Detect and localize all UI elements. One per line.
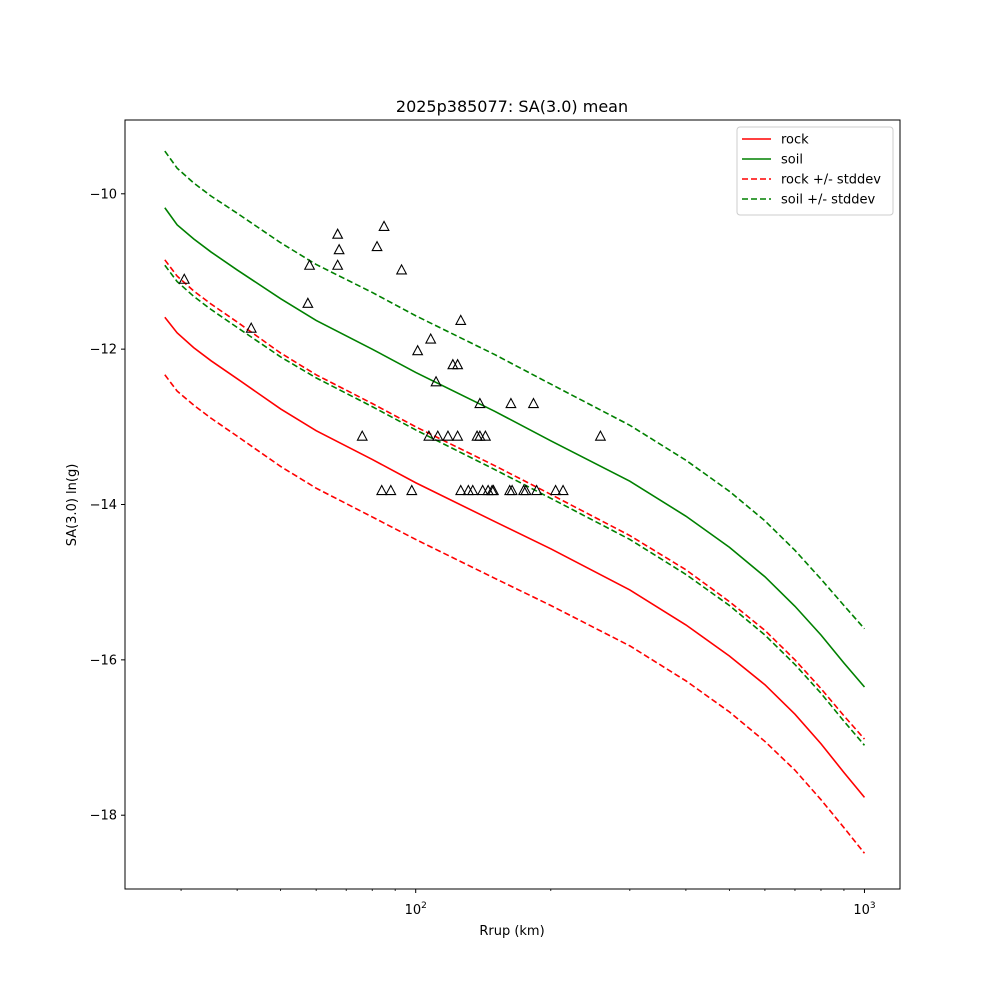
x-axis-label: Rrup (km) xyxy=(479,924,544,939)
observation-marker xyxy=(385,484,397,496)
observation-marker xyxy=(442,429,454,441)
y-axis-label: SA(3.0) ln(g) xyxy=(65,464,80,547)
observation-marker xyxy=(505,397,517,409)
y-tick-label: −10 xyxy=(90,187,117,202)
observation-marker xyxy=(406,484,418,496)
series-line-2 xyxy=(164,259,866,740)
series-line-0 xyxy=(164,316,866,798)
observation-marker xyxy=(594,429,607,441)
observation-marker xyxy=(378,220,390,231)
observation-markers xyxy=(178,220,607,496)
observation-marker xyxy=(474,397,486,409)
observation-marker xyxy=(487,484,500,496)
observation-marker xyxy=(331,259,344,270)
series-line-4 xyxy=(164,150,866,630)
observation-marker xyxy=(474,429,486,441)
x-axis-ticks: 102 103 xyxy=(180,889,876,918)
observation-marker xyxy=(423,429,435,441)
y-tick-label: −16 xyxy=(90,653,117,668)
series-line-1 xyxy=(164,207,866,688)
observation-marker xyxy=(467,484,479,496)
y-axis-ticks: −10 −12 −14 −16 −18 xyxy=(90,187,125,824)
observation-marker xyxy=(331,228,344,239)
observation-marker xyxy=(476,484,489,496)
y-tick-label: −18 xyxy=(90,809,117,824)
observation-marker xyxy=(455,314,467,325)
legend-label: rock xyxy=(781,133,809,148)
observation-marker xyxy=(432,429,444,441)
legend-label: soil +/- stddev xyxy=(781,193,876,208)
observation-marker xyxy=(376,484,388,496)
observation-marker xyxy=(302,297,314,308)
x-tick-label: 103 xyxy=(853,901,875,918)
observation-marker xyxy=(530,484,543,496)
legend: rock soil rock +/- stddev soil +/- stddev xyxy=(736,126,894,216)
observation-marker xyxy=(479,429,492,441)
observation-marker xyxy=(356,429,368,441)
series-line-3 xyxy=(164,374,866,854)
y-tick-label: −14 xyxy=(90,498,117,513)
legend-frame xyxy=(736,126,894,216)
chart-title: 2025p385077: SA(3.0) mean xyxy=(396,97,628,116)
series-line-5 xyxy=(164,264,866,746)
legend-label: rock +/- stddev xyxy=(781,173,881,188)
observation-marker xyxy=(411,344,424,356)
observation-marker xyxy=(424,332,437,344)
observation-marker xyxy=(178,273,191,284)
observation-marker xyxy=(333,243,345,255)
y-tick-label: −12 xyxy=(90,343,117,358)
observation-marker xyxy=(395,263,408,275)
observation-marker xyxy=(549,484,562,496)
observation-marker xyxy=(430,375,442,387)
observation-marker xyxy=(527,397,540,409)
x-tick-label: 102 xyxy=(405,901,427,918)
legend-items: rock soil rock +/- stddev soil +/- stddev xyxy=(742,133,881,208)
observation-marker xyxy=(520,484,532,496)
observation-marker xyxy=(303,259,316,270)
series-layer xyxy=(164,150,866,854)
observation-marker xyxy=(557,484,569,496)
observation-marker xyxy=(451,358,464,370)
observation-marker xyxy=(245,322,257,333)
observation-marker xyxy=(455,484,467,496)
legend-label: soil xyxy=(781,153,803,168)
observation-marker xyxy=(506,484,518,496)
observation-marker xyxy=(371,240,383,252)
observation-marker xyxy=(451,429,464,441)
